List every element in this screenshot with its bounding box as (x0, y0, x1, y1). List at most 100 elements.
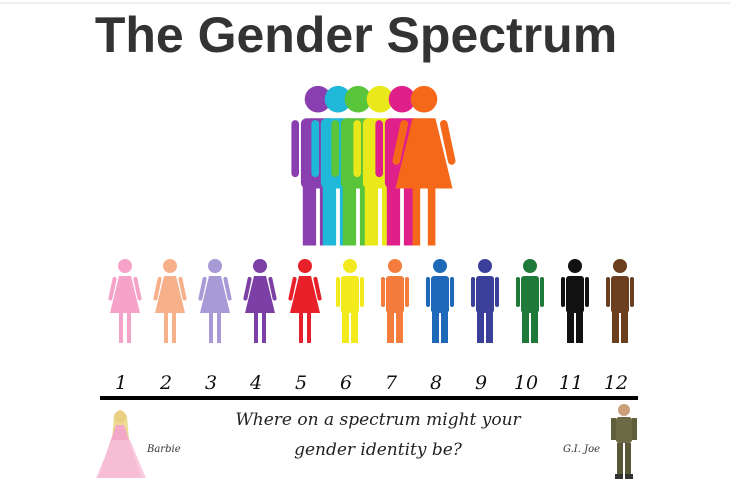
leg (567, 308, 574, 343)
arm (198, 276, 207, 301)
head (478, 259, 492, 273)
cluster-figure (392, 85, 456, 246)
arm (516, 277, 520, 307)
arm (178, 276, 187, 301)
arm (311, 120, 319, 178)
arm (606, 277, 610, 307)
question-line: Where on a spectrum might your (235, 410, 521, 430)
leg (172, 313, 176, 343)
arm (540, 277, 544, 307)
figure (426, 259, 454, 343)
arm (331, 120, 339, 178)
head (208, 259, 222, 273)
leg (322, 179, 337, 246)
arm (439, 120, 456, 165)
leg (299, 313, 303, 343)
figure (336, 259, 364, 343)
head (298, 259, 312, 273)
figure (606, 259, 634, 343)
arm (313, 276, 322, 301)
arm (561, 277, 565, 307)
leg (477, 308, 484, 343)
torso (341, 276, 359, 313)
leg (262, 313, 266, 343)
figure (288, 259, 322, 343)
leg (127, 313, 131, 343)
torso (566, 276, 584, 313)
number-label: 12 (604, 372, 628, 394)
arm (585, 277, 589, 307)
figure-row (108, 259, 634, 343)
leg (531, 308, 538, 343)
leg (254, 313, 258, 343)
question-line: gender identity be? (294, 440, 463, 460)
number-label: 5 (295, 372, 307, 394)
arm (288, 276, 297, 301)
leg (351, 308, 358, 343)
arm (375, 120, 383, 178)
dress (245, 276, 275, 313)
dress (290, 276, 320, 313)
leg (576, 308, 583, 343)
torso (386, 276, 404, 313)
leg (396, 308, 403, 343)
number-label: 4 (249, 372, 262, 394)
arm (268, 276, 277, 301)
head (388, 85, 416, 113)
head (613, 259, 627, 273)
number-label: 11 (559, 372, 583, 394)
leg (307, 313, 311, 343)
figure-cluster (291, 85, 456, 246)
figure (471, 259, 499, 343)
right-label: G.I. Joe (563, 444, 600, 455)
head (388, 259, 402, 273)
leg (217, 313, 221, 343)
number-label: 8 (430, 372, 442, 394)
arm (450, 277, 454, 307)
torso (611, 276, 629, 313)
head (366, 85, 394, 113)
barbie-doll (96, 410, 146, 478)
arm (495, 277, 499, 307)
head (118, 259, 132, 273)
dress (200, 276, 230, 313)
torso (431, 276, 449, 313)
torso (521, 276, 539, 313)
number-label: 6 (340, 372, 352, 394)
arm (291, 120, 299, 178)
head (410, 85, 438, 113)
head (163, 259, 177, 273)
arm (108, 276, 117, 301)
arm (223, 276, 232, 301)
leg (119, 313, 123, 343)
leg (441, 308, 448, 343)
arm (153, 276, 162, 301)
number-label: 2 (159, 372, 172, 394)
arm (405, 277, 409, 307)
number-label: 1 (115, 372, 127, 394)
figure (516, 259, 544, 343)
figure (561, 259, 589, 343)
leg (412, 188, 421, 246)
arm (360, 277, 364, 307)
leg (342, 308, 349, 343)
figure (153, 259, 187, 343)
leg (302, 179, 317, 246)
head (433, 259, 447, 273)
arm (336, 277, 340, 307)
arm (381, 277, 385, 307)
leg (522, 308, 529, 343)
arm (133, 276, 142, 301)
head (343, 259, 357, 273)
number-label: 9 (475, 372, 487, 394)
leg (621, 308, 628, 343)
gi-joe-figure (611, 404, 637, 479)
leg (432, 308, 439, 343)
arm (471, 277, 475, 307)
leg (164, 313, 168, 343)
leg (364, 179, 379, 246)
head (568, 259, 582, 273)
number-label: 3 (205, 372, 217, 394)
figure (243, 259, 277, 343)
